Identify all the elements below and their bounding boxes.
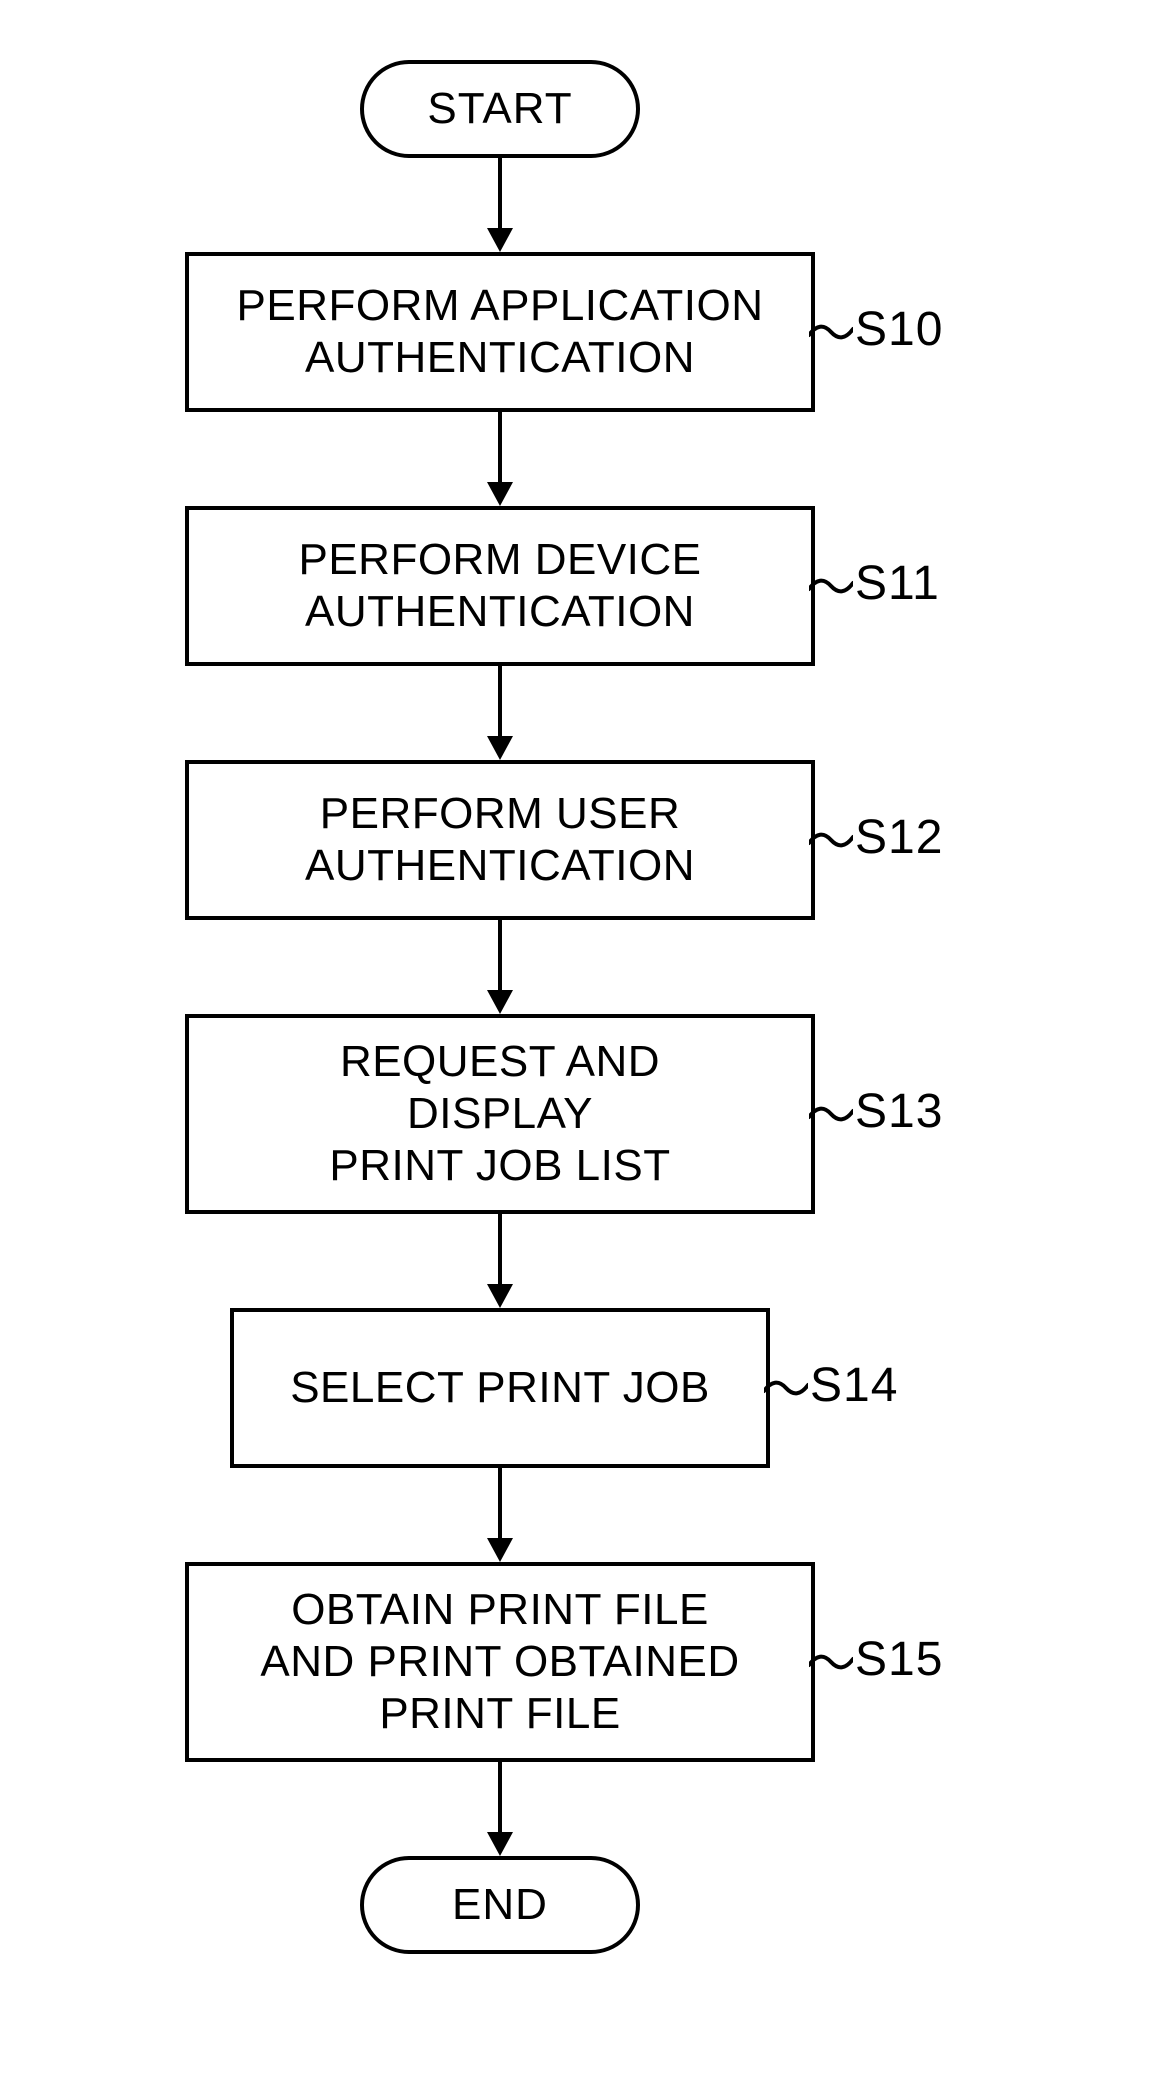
- node-s13: REQUEST AND DISPLAY PRINT JOB LIST: [185, 1014, 815, 1214]
- node-s14: SELECT PRINT JOB: [230, 1308, 770, 1468]
- node-s13-row: REQUEST AND DISPLAY PRINT JOB LIST S13: [0, 1014, 1150, 1214]
- side-label-s11: S11: [855, 556, 940, 611]
- node-s11: PERFORM DEVICE AUTHENTICATION: [185, 506, 815, 666]
- node-end: END: [360, 1856, 640, 1954]
- side-connector-s13: [809, 1104, 853, 1124]
- node-start: START: [360, 60, 640, 158]
- side-label-s14: S14: [810, 1358, 898, 1413]
- arrow-s13-s14: [0, 1214, 1150, 1308]
- arrow-s11-s12: [0, 666, 1150, 760]
- arrow-s12-s13: [0, 920, 1150, 1014]
- node-s15: OBTAIN PRINT FILE AND PRINT OBTAINED PRI…: [185, 1562, 815, 1762]
- side-label-s12: S12: [855, 810, 943, 865]
- side-label-s10: S10: [855, 302, 943, 357]
- node-s14-row: SELECT PRINT JOB S14: [0, 1308, 1150, 1468]
- node-s15-row: OBTAIN PRINT FILE AND PRINT OBTAINED PRI…: [0, 1562, 1150, 1762]
- node-s10: PERFORM APPLICATION AUTHENTICATION: [185, 252, 815, 412]
- arrow-s10-s11: [0, 412, 1150, 506]
- side-connector-s12: [809, 830, 853, 850]
- side-connector-s15: [809, 1652, 853, 1672]
- node-s11-row: PERFORM DEVICE AUTHENTICATION S11: [0, 506, 1150, 666]
- flowchart: START PERFORM APPLICATION AUTHENTICATION…: [0, 60, 1150, 1954]
- arrow-s15-end: [0, 1762, 1150, 1856]
- side-connector-s14: [764, 1378, 808, 1398]
- node-start-row: START: [0, 60, 1150, 158]
- side-connector-s11: [809, 576, 853, 596]
- side-label-s15: S15: [855, 1632, 943, 1687]
- side-connector-s10: [809, 322, 853, 342]
- arrow-start-s10: [0, 158, 1150, 252]
- node-s10-row: PERFORM APPLICATION AUTHENTICATION S10: [0, 252, 1150, 412]
- side-label-s13: S13: [855, 1084, 943, 1139]
- node-end-row: END: [0, 1856, 1150, 1954]
- node-s12-row: PERFORM USER AUTHENTICATION S12: [0, 760, 1150, 920]
- node-s12: PERFORM USER AUTHENTICATION: [185, 760, 815, 920]
- arrow-s14-s15: [0, 1468, 1150, 1562]
